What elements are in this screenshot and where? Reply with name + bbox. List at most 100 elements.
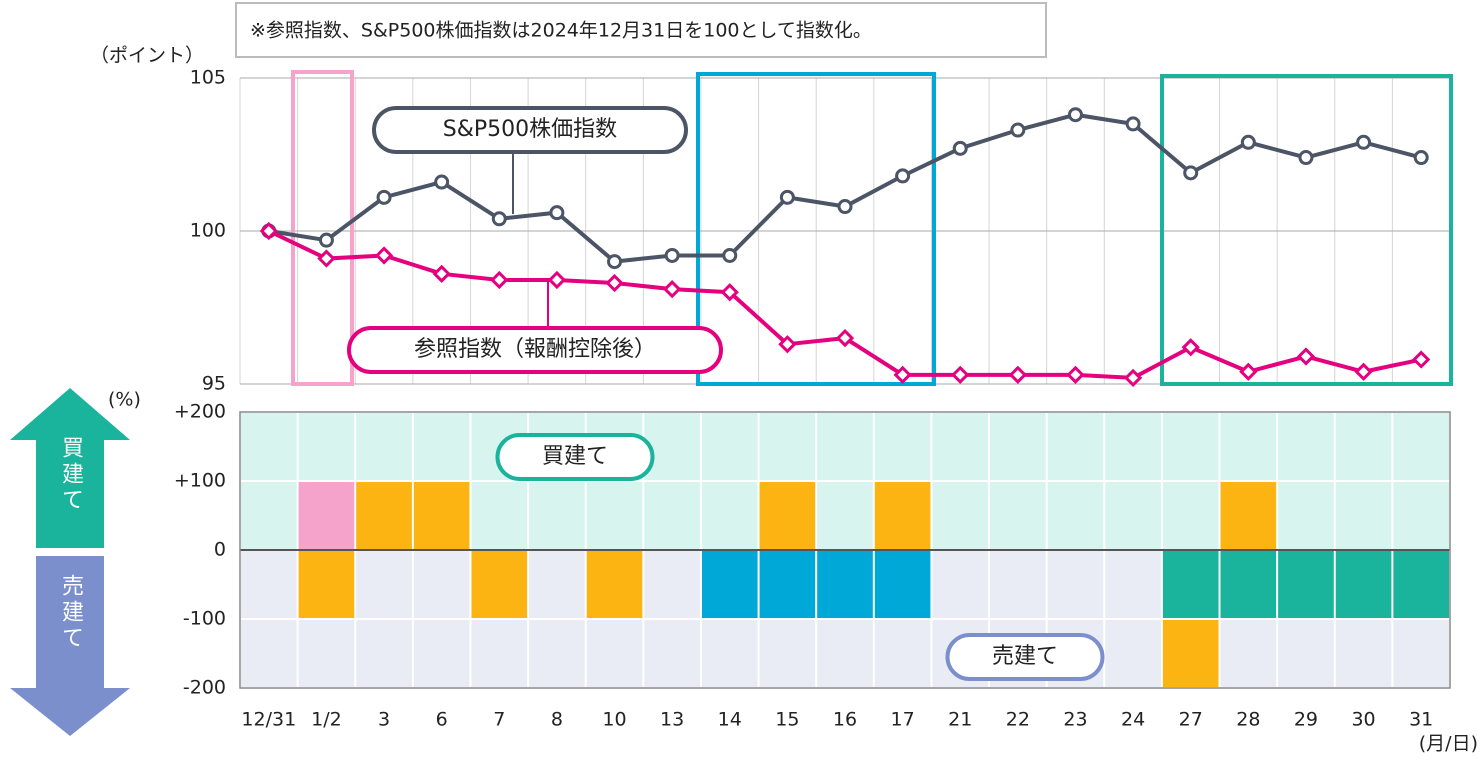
x-tick-label: 7	[493, 709, 505, 731]
bar	[874, 551, 931, 618]
x-tick-label: 30	[1351, 709, 1375, 731]
marker	[318, 232, 334, 248]
bar	[817, 551, 873, 618]
x-tick-label: 22	[1006, 709, 1030, 731]
marker	[432, 264, 451, 283]
x-tick-label: 23	[1063, 709, 1087, 731]
callout-box	[495, 433, 655, 481]
callout-box	[945, 633, 1105, 681]
y-axis-label: （ポイント）	[90, 45, 204, 67]
marker	[893, 365, 912, 384]
highlight	[291, 70, 354, 386]
marker	[376, 189, 392, 205]
bar	[1162, 620, 1219, 687]
highlight	[1160, 74, 1453, 386]
y-tick-label: 105	[190, 67, 226, 89]
frame	[239, 411, 1451, 689]
x-tick-label: 14	[718, 709, 742, 731]
sell-arrow	[10, 556, 130, 736]
y-tick-label: -200	[183, 677, 226, 699]
marker	[259, 221, 278, 241]
marker	[778, 335, 797, 354]
bar	[586, 551, 643, 618]
y-axis-label: (%)	[108, 389, 141, 411]
bar	[298, 482, 355, 549]
callout-box	[347, 326, 723, 374]
bar	[1278, 551, 1334, 618]
marker	[837, 199, 853, 215]
arrow-label: 売建て	[58, 574, 84, 652]
marker	[1010, 122, 1026, 138]
marker	[1066, 365, 1085, 384]
marker	[952, 140, 968, 156]
highlight	[696, 72, 936, 386]
marker	[491, 211, 507, 227]
marker	[1413, 150, 1429, 166]
x-tick-label: 28	[1236, 709, 1260, 731]
marker	[434, 174, 450, 190]
callout-label: 売建て	[992, 644, 1058, 669]
buy-arrow	[10, 388, 130, 548]
marker	[547, 270, 567, 290]
marker	[1181, 338, 1200, 357]
x-tick-label: 3	[378, 709, 390, 731]
marker	[1356, 134, 1372, 150]
marker	[895, 168, 911, 184]
note: ※参照指数、S&P500株価指数は2024年12月31日を100として指数化。	[250, 20, 872, 42]
x-tick-label: 27	[1179, 709, 1203, 731]
marker	[1239, 362, 1258, 381]
x-axis-label: (月/日)	[1419, 733, 1478, 755]
bar	[874, 482, 931, 549]
bar	[413, 482, 470, 549]
x-tick-label: 31	[1409, 709, 1433, 731]
y-tick-label: 0	[214, 539, 226, 561]
marker	[1296, 347, 1316, 366]
marker	[1123, 368, 1143, 388]
bar	[1220, 551, 1277, 618]
marker	[1067, 107, 1083, 123]
marker	[663, 280, 682, 299]
marker	[1183, 165, 1199, 181]
marker	[1298, 150, 1314, 166]
bar	[471, 551, 528, 618]
bar	[1335, 551, 1392, 618]
y-tick-label: +200	[174, 401, 226, 423]
x-tick-label: 29	[1294, 709, 1318, 731]
x-tick-label: 24	[1121, 709, 1145, 731]
bar	[701, 551, 758, 618]
bar	[759, 551, 816, 618]
x-tick-label: 21	[948, 709, 972, 731]
y-tick-label: +100	[174, 470, 226, 492]
marker	[779, 189, 795, 205]
callout-label: 参照指数（報酬控除後）	[414, 337, 656, 362]
y-tick-label: -100	[183, 608, 226, 630]
marker	[374, 246, 394, 265]
marker	[549, 205, 565, 221]
marker	[490, 270, 509, 290]
x-tick-label: 12/31	[241, 709, 296, 731]
marker	[1008, 365, 1027, 384]
x-tick-label: 15	[775, 709, 799, 731]
x-tick-label: 10	[602, 709, 626, 731]
bar	[298, 551, 355, 618]
y-tick-label: 95	[202, 373, 226, 395]
callout-label: 買建て	[542, 444, 608, 469]
callout-label: S&P500株価指数	[443, 117, 617, 142]
x-tick-label: 6	[436, 709, 448, 731]
arrow-label: 買建て	[58, 436, 84, 514]
bar	[356, 482, 412, 549]
marker	[1240, 134, 1256, 150]
y-tick-label: 100	[190, 220, 226, 242]
bar	[1220, 482, 1277, 549]
marker	[607, 254, 623, 270]
callout-box	[372, 106, 688, 154]
note-box	[235, 2, 1047, 58]
x-tick-label: 16	[833, 709, 857, 731]
marker	[951, 365, 970, 384]
marker	[664, 247, 680, 263]
marker	[720, 283, 739, 302]
x-tick-label: 13	[660, 709, 684, 731]
marker	[317, 249, 336, 268]
marker	[1125, 116, 1141, 132]
